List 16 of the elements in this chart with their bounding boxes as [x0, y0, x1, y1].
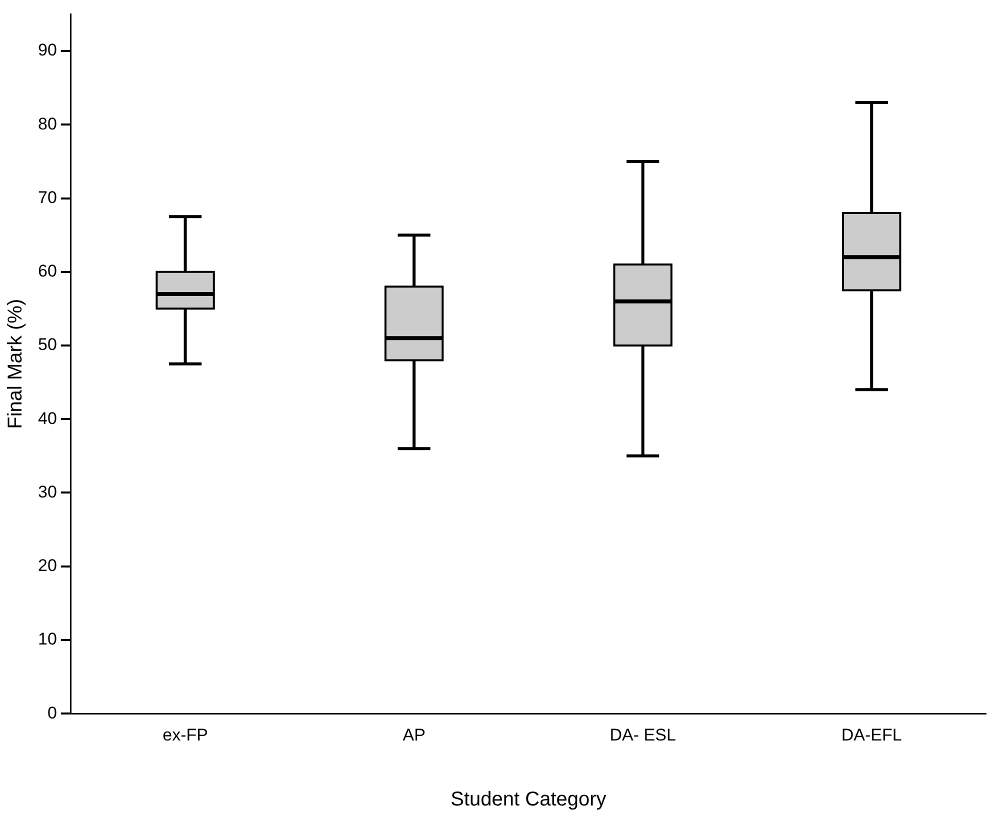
x-tick-label: ex-FP [162, 725, 208, 744]
y-tick-label: 80 [38, 114, 57, 134]
y-tick-label: 60 [38, 262, 57, 281]
y-tick-label: 50 [38, 335, 57, 354]
y-tick-label: 10 [38, 630, 57, 649]
y-tick-label: 40 [38, 408, 57, 428]
y-tick-label: 20 [38, 556, 57, 576]
x-tick-label: DA- ESL [610, 725, 676, 744]
y-tick-label: 30 [38, 482, 57, 502]
y-tick-label: 0 [47, 703, 57, 722]
y-tick-label: 70 [38, 188, 57, 207]
y-tick-label: 90 [38, 40, 57, 60]
x-axis-title: Student Category [450, 788, 606, 811]
x-tick-label: DA-EFL [841, 725, 902, 744]
y-axis-title: Final Mark (%) [4, 298, 27, 429]
x-tick-label: AP [402, 725, 426, 744]
